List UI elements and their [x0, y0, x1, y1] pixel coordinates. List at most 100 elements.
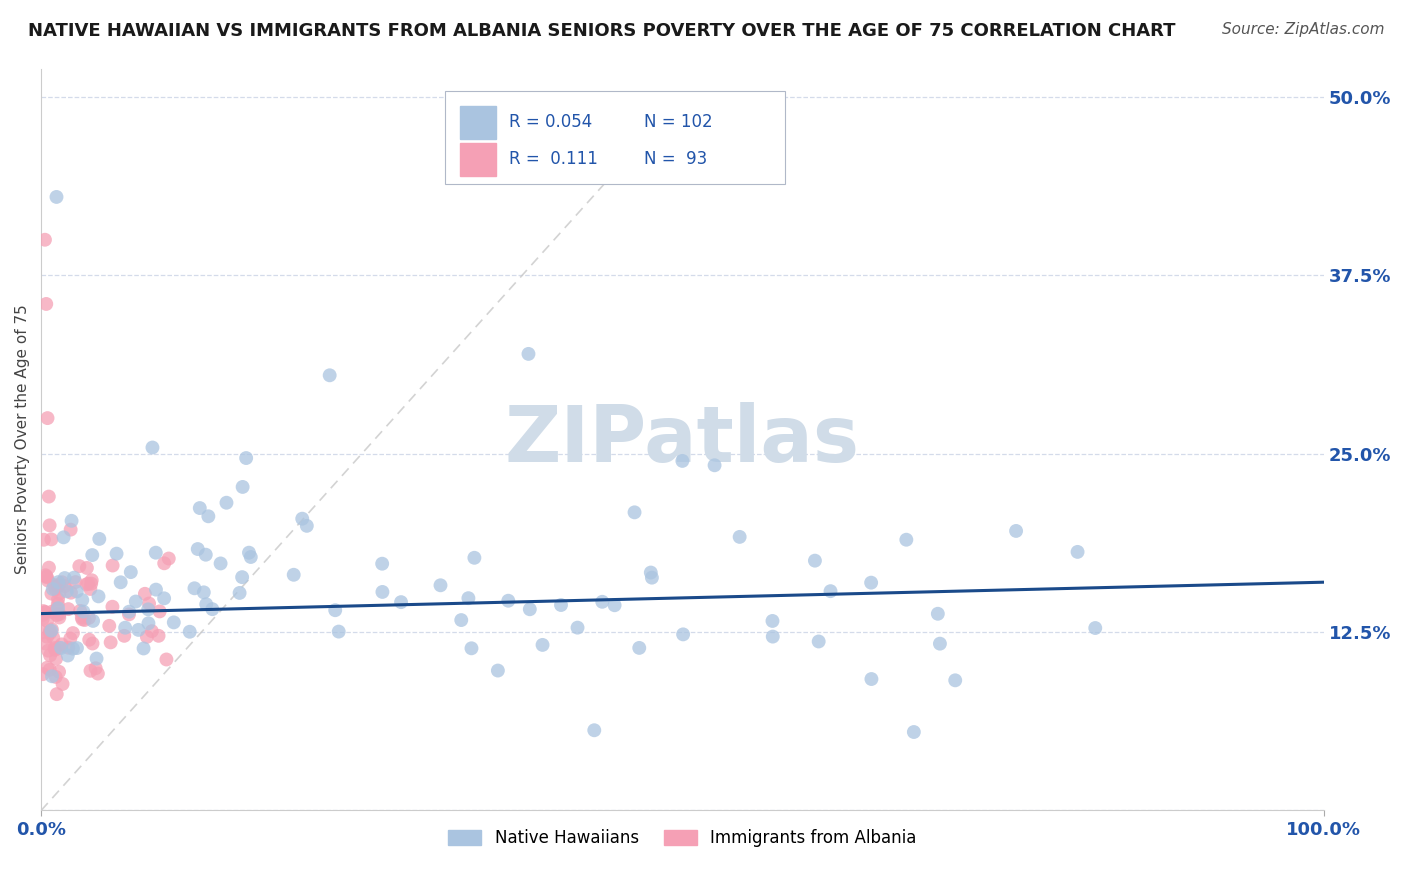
Point	[703, 458, 725, 473]
Point	[155, 652, 177, 666]
Point	[157, 551, 180, 566]
Point	[215, 496, 238, 510]
Point	[34, 605, 56, 619]
Point	[138, 597, 160, 611]
Point	[41, 586, 63, 600]
Point	[52, 677, 75, 691]
Point	[77, 632, 100, 647]
Point	[77, 576, 100, 591]
Point	[163, 615, 186, 630]
Point	[67, 559, 90, 574]
Point	[112, 629, 135, 643]
Point	[32, 604, 55, 618]
Point	[70, 610, 93, 624]
Point	[519, 602, 541, 616]
Text: R =  0.111: R = 0.111	[509, 151, 598, 169]
Point	[235, 451, 257, 466]
Point	[59, 632, 82, 646]
Point	[73, 613, 96, 627]
Point	[80, 576, 103, 591]
Point	[295, 518, 318, 533]
Point	[82, 614, 104, 628]
Point	[31, 607, 53, 622]
Point	[75, 577, 97, 591]
Point	[39, 626, 62, 640]
Point	[567, 621, 589, 635]
Text: N = 102: N = 102	[644, 113, 713, 131]
Point	[591, 595, 613, 609]
Point	[239, 549, 262, 564]
Point	[896, 533, 918, 547]
Point	[55, 584, 77, 599]
Point	[51, 575, 73, 590]
Point	[231, 570, 253, 584]
Point	[45, 190, 67, 204]
Point	[141, 441, 163, 455]
Point	[209, 557, 232, 571]
Point	[1084, 621, 1107, 635]
Point	[927, 607, 949, 621]
Point	[118, 607, 141, 622]
Point	[804, 554, 827, 568]
Point	[42, 578, 65, 592]
Point	[53, 579, 76, 593]
Point	[136, 602, 159, 616]
Point	[34, 606, 56, 620]
Point	[32, 625, 55, 640]
Point	[65, 575, 87, 590]
Point	[450, 613, 472, 627]
Point	[46, 601, 69, 615]
Point	[48, 640, 70, 655]
Legend: Native Hawaiians, Immigrants from Albania: Native Hawaiians, Immigrants from Albani…	[441, 822, 924, 855]
Point	[429, 578, 451, 592]
Point	[45, 670, 67, 684]
Point	[35, 570, 58, 584]
Point	[762, 630, 785, 644]
Point	[389, 595, 412, 609]
Point	[761, 614, 783, 628]
Point	[31, 667, 53, 681]
Point	[41, 605, 63, 619]
Point	[51, 637, 73, 651]
Point	[45, 687, 67, 701]
Point	[72, 612, 94, 626]
Point	[460, 641, 482, 656]
Point	[903, 725, 925, 739]
Point	[76, 561, 98, 575]
Text: Source: ZipAtlas.com: Source: ZipAtlas.com	[1222, 22, 1385, 37]
Point	[82, 548, 104, 562]
Point	[132, 641, 155, 656]
Point	[929, 637, 952, 651]
Text: N =  93: N = 93	[644, 151, 707, 169]
Point	[38, 560, 60, 574]
Point	[127, 623, 149, 637]
Point	[583, 723, 606, 738]
Point	[110, 575, 132, 590]
Point	[37, 574, 59, 588]
Point	[45, 602, 67, 616]
Point	[820, 584, 842, 599]
Point	[46, 592, 69, 607]
Point	[531, 638, 554, 652]
Point	[32, 533, 55, 547]
Point	[148, 629, 170, 643]
Point	[46, 597, 69, 611]
Point	[623, 505, 645, 519]
Point	[62, 626, 84, 640]
Point	[641, 571, 664, 585]
Point	[101, 558, 124, 573]
Point	[59, 585, 82, 599]
Point	[323, 603, 346, 617]
Point	[31, 612, 53, 626]
Point	[860, 672, 883, 686]
Point	[135, 630, 157, 644]
Point	[138, 616, 160, 631]
Point	[35, 614, 58, 628]
Point	[41, 669, 63, 683]
Point	[179, 624, 201, 639]
Point	[371, 557, 394, 571]
Point	[125, 594, 148, 608]
Point	[42, 631, 65, 645]
Point	[628, 640, 651, 655]
Point	[153, 591, 176, 606]
